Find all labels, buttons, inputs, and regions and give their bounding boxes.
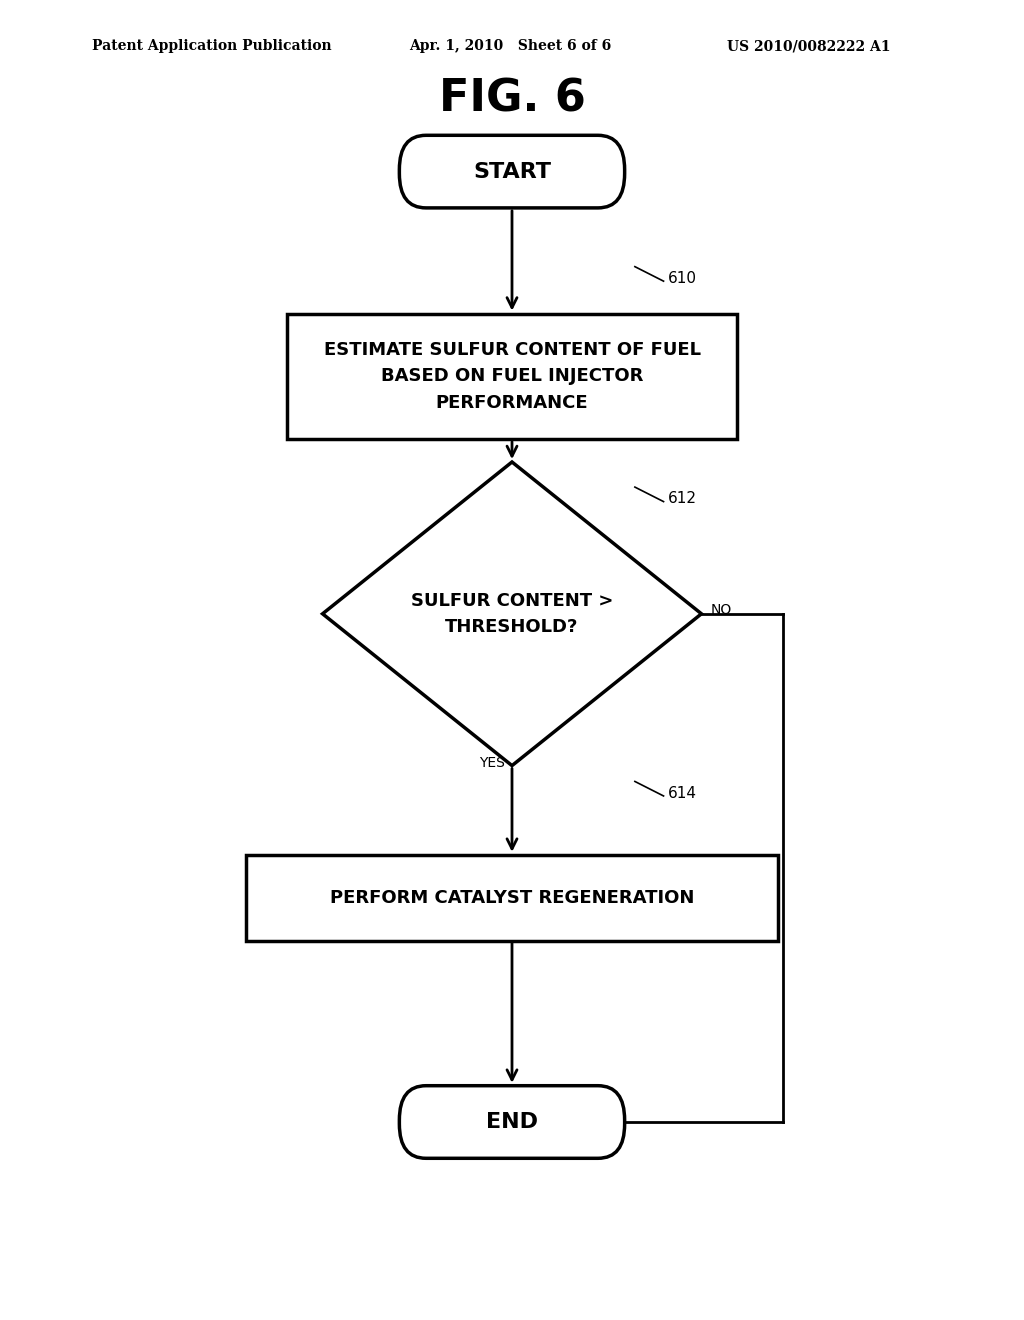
Text: SULFUR CONTENT >
THRESHOLD?: SULFUR CONTENT > THRESHOLD? xyxy=(411,591,613,636)
Polygon shape xyxy=(323,462,701,766)
Text: ESTIMATE SULFUR CONTENT OF FUEL
BASED ON FUEL INJECTOR
PERFORMANCE: ESTIMATE SULFUR CONTENT OF FUEL BASED ON… xyxy=(324,341,700,412)
Text: US 2010/0082222 A1: US 2010/0082222 A1 xyxy=(727,40,891,53)
Text: 614: 614 xyxy=(668,785,696,801)
Text: NO: NO xyxy=(711,603,732,616)
Bar xyxy=(246,855,778,940)
Bar xyxy=(287,314,737,438)
Text: PERFORM CATALYST REGENERATION: PERFORM CATALYST REGENERATION xyxy=(330,888,694,907)
Text: FIG. 6: FIG. 6 xyxy=(438,78,586,120)
FancyBboxPatch shape xyxy=(399,1085,625,1159)
Text: 610: 610 xyxy=(668,271,696,286)
Text: YES: YES xyxy=(479,756,505,770)
Text: Patent Application Publication: Patent Application Publication xyxy=(92,40,332,53)
Text: START: START xyxy=(473,161,551,182)
FancyBboxPatch shape xyxy=(399,135,625,207)
Text: END: END xyxy=(486,1111,538,1133)
Text: Apr. 1, 2010   Sheet 6 of 6: Apr. 1, 2010 Sheet 6 of 6 xyxy=(410,40,612,53)
Text: 612: 612 xyxy=(668,491,696,507)
